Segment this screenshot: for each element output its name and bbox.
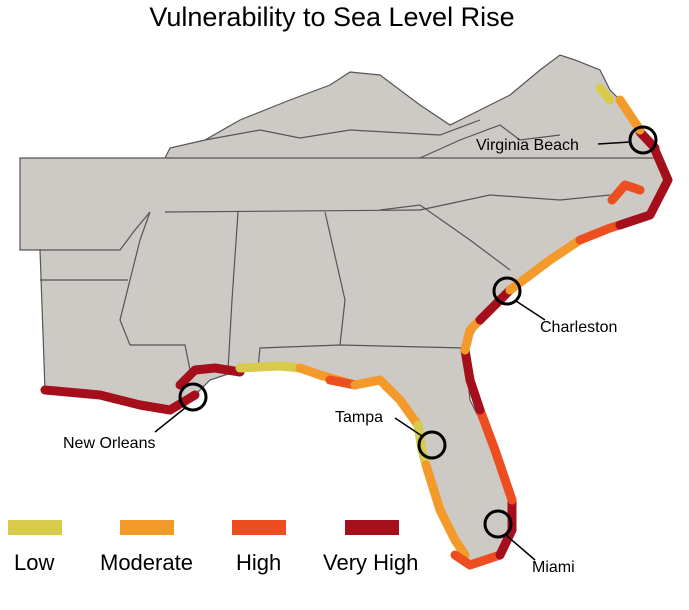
legend-label: Very High: [323, 550, 418, 575]
legend-swatch: [345, 520, 399, 535]
legend: Low Moderate High Very High: [8, 520, 418, 575]
city-label: New Orleans: [63, 435, 155, 452]
city-label: Charleston: [540, 319, 617, 336]
city-label: Miami: [532, 559, 575, 576]
legend-label: High: [236, 550, 281, 575]
city-label: Tampa: [335, 409, 383, 426]
map-title: Vulnerability to Sea Level Rise: [149, 2, 514, 32]
legend-swatch: [232, 520, 286, 535]
state-borders: [40, 119, 655, 371]
legend-swatch: [8, 520, 62, 535]
city-markers: [154, 125, 658, 561]
city-label: Virginia Beach: [476, 137, 579, 154]
coastline: [40, 83, 673, 570]
legend-label: Moderate: [100, 550, 193, 575]
legend-swatch: [120, 520, 174, 535]
legend-label: Low: [14, 550, 54, 575]
